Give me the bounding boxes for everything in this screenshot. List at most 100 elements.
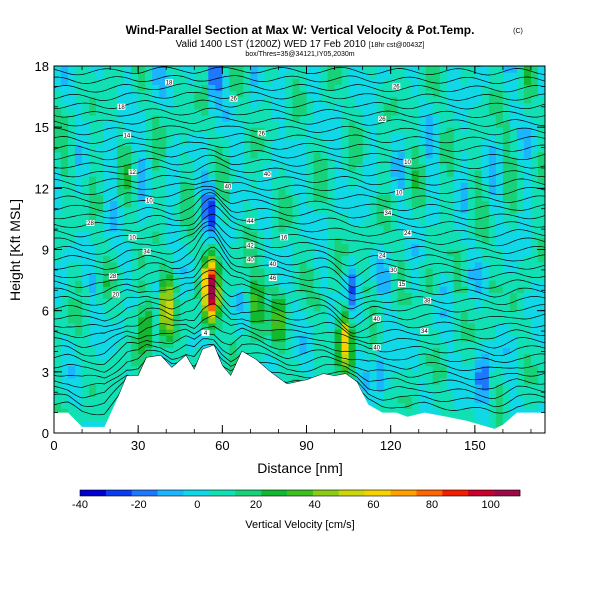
velocity-cell — [334, 127, 343, 134]
velocity-cell — [362, 261, 371, 269]
velocity-cell — [68, 408, 76, 416]
velocity-cell — [376, 292, 385, 300]
velocity-cell — [502, 316, 511, 324]
velocity-cell — [292, 286, 301, 293]
velocity-cell — [320, 286, 329, 293]
velocity-cell — [495, 365, 504, 373]
velocity-cell — [89, 108, 97, 116]
velocity-cell — [236, 108, 244, 116]
velocity-cell — [54, 280, 62, 287]
velocity-cell — [418, 402, 427, 410]
velocity-cell — [418, 225, 427, 232]
velocity-cell — [453, 292, 462, 300]
velocity-cell — [369, 298, 378, 306]
velocity-cell — [530, 329, 539, 336]
velocity-cell — [425, 402, 434, 410]
velocity-cell — [432, 139, 441, 147]
velocity-cell — [278, 176, 287, 183]
velocity-cell — [299, 267, 308, 275]
velocity-cell — [145, 286, 153, 293]
velocity-cell — [54, 133, 62, 140]
velocity-cell — [495, 408, 504, 416]
velocity-cell — [166, 169, 174, 177]
velocity-cell — [397, 169, 406, 177]
velocity-cell — [390, 377, 399, 385]
velocity-cell — [250, 212, 259, 220]
velocity-cell — [488, 66, 497, 73]
velocity-cell — [439, 341, 448, 348]
velocity-cell — [278, 151, 287, 159]
velocity-cell — [229, 206, 237, 214]
velocity-cell — [509, 261, 518, 269]
velocity-cell — [285, 84, 294, 92]
velocity-cell — [201, 341, 209, 348]
velocity-cell — [82, 359, 90, 367]
velocity-cell — [271, 298, 280, 306]
velocity-cell — [166, 84, 174, 92]
velocity-cell — [523, 90, 532, 98]
velocity-cell — [453, 255, 462, 263]
velocity-cell — [488, 292, 497, 300]
velocity-cell — [334, 243, 343, 251]
velocity-cell — [201, 243, 209, 251]
velocity-cell — [411, 200, 420, 208]
velocity-cell — [530, 66, 539, 73]
velocity-cell — [355, 329, 364, 336]
velocity-cell — [376, 157, 385, 165]
velocity-cell — [397, 384, 406, 391]
velocity-cell — [397, 286, 406, 293]
velocity-cell — [222, 145, 230, 153]
velocity-cell — [194, 151, 202, 159]
velocity-cell — [467, 145, 476, 153]
velocity-cell — [439, 212, 448, 220]
velocity-cell — [173, 139, 181, 147]
velocity-cell — [523, 231, 532, 238]
velocity-cell — [432, 310, 441, 318]
velocity-cell — [194, 96, 202, 104]
velocity-cell — [187, 298, 195, 306]
velocity-cell — [285, 145, 294, 153]
velocity-cell — [152, 261, 160, 269]
velocity-cell — [54, 267, 62, 275]
velocity-cell — [250, 329, 259, 336]
velocity-cell — [334, 157, 343, 165]
velocity-cell — [180, 335, 188, 342]
velocity-cell — [180, 261, 188, 269]
velocity-cell — [159, 72, 167, 79]
velocity-cell — [208, 310, 216, 318]
velocity-cell — [453, 200, 462, 208]
velocity-cell — [166, 267, 174, 275]
velocity-cell — [425, 176, 434, 183]
velocity-cell — [446, 335, 455, 342]
velocity-cell — [201, 157, 209, 165]
velocity-cell — [341, 157, 350, 165]
velocity-cell — [68, 304, 76, 312]
velocity-cell — [474, 261, 483, 269]
velocity-cell — [313, 292, 322, 300]
velocity-cell — [68, 212, 76, 220]
velocity-cell — [341, 298, 350, 306]
velocity-cell — [243, 292, 251, 300]
velocity-cell — [404, 286, 413, 293]
velocity-cell — [250, 114, 259, 122]
velocity-cell — [453, 212, 462, 220]
velocity-cell — [369, 390, 378, 397]
velocity-cell — [383, 157, 392, 165]
velocity-cell — [383, 390, 392, 397]
velocity-cell — [418, 188, 427, 196]
velocity-cell — [243, 249, 251, 257]
velocity-cell — [341, 200, 350, 208]
velocity-cell — [89, 255, 97, 263]
velocity-cell — [418, 384, 427, 391]
velocity-cell — [145, 121, 153, 128]
svg-text:14: 14 — [124, 133, 131, 139]
velocity-cell — [166, 182, 174, 189]
velocity-cell — [110, 90, 118, 98]
velocity-cell — [68, 243, 76, 251]
velocity-cell — [488, 414, 497, 422]
velocity-cell — [103, 157, 111, 165]
velocity-cell — [250, 151, 259, 159]
velocity-cell — [369, 377, 378, 385]
velocity-cell — [180, 200, 188, 208]
velocity-cell — [180, 72, 188, 79]
